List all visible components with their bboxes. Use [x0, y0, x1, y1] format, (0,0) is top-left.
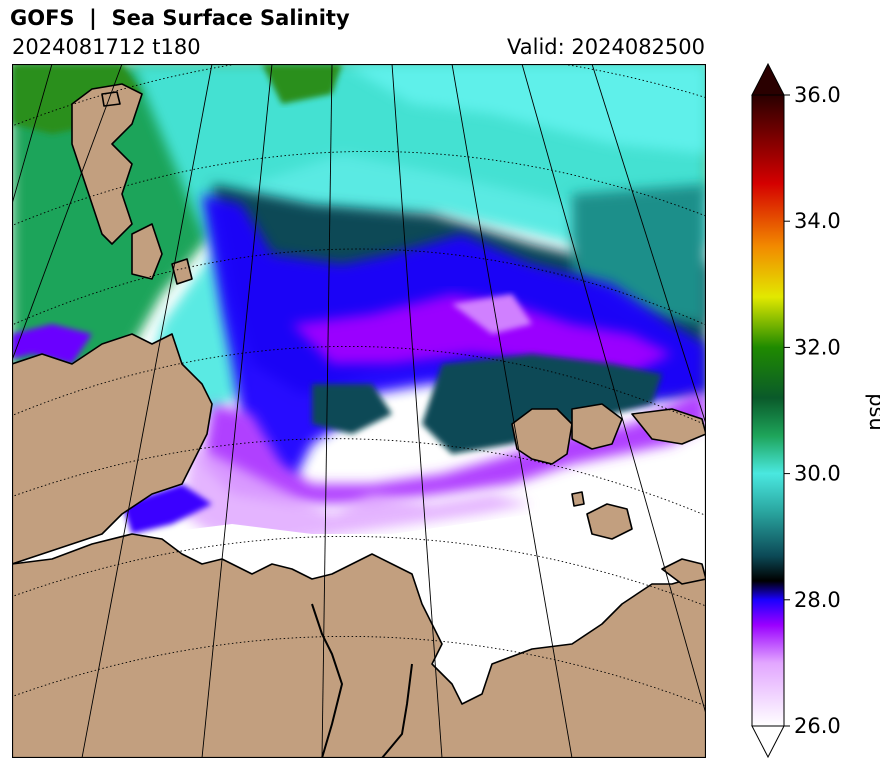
valid-timestamp: Valid: 2024082500: [507, 35, 705, 59]
salinity-zone-lightpurple-coast: [182, 444, 532, 544]
colorbar-tick-label: 34.0: [794, 209, 841, 233]
salinity-zone-darkteal-inner-2: [312, 384, 392, 434]
land-mainland-west: [12, 333, 213, 565]
land-island-far-right: [661, 558, 706, 585]
land: [12, 83, 706, 758]
colorbar-gradient: [751, 94, 785, 727]
meridian-line: [321, 64, 333, 758]
meridian-line: [201, 64, 273, 758]
meridian-line: [451, 64, 573, 758]
colorbar-tick-label: 30.0: [794, 462, 841, 486]
map-frame: [12, 64, 706, 758]
latitude-line: [12, 346, 706, 426]
salinity-zone-blue-left: [12, 324, 92, 364]
salinity-zone-darkgreen-2: [262, 64, 342, 104]
river-yenisei: [381, 663, 413, 758]
land-svalbard-east: [131, 223, 163, 280]
meridian-line: [391, 64, 443, 758]
colorbar-tick-label: 28.0: [794, 588, 841, 612]
graticule: [12, 64, 706, 707]
land-severnaya-zemlya-3: [631, 408, 706, 445]
meridian-line: [521, 64, 706, 715]
colorbar-tick-label: 26.0: [794, 714, 841, 738]
river-ob: [311, 603, 344, 758]
land-svalbard-north: [101, 91, 121, 107]
colorbar-tick-label: 32.0: [794, 335, 841, 359]
latitude-line: [12, 151, 706, 227]
colorbar-label: psu: [865, 393, 880, 431]
meridian-line: [12, 64, 123, 362]
colorbar: 26.0 28.0 30.0 32.0 34.0 36.0 psu: [751, 62, 880, 759]
salinity-map: [12, 64, 706, 758]
colorbar-extend-min: [751, 725, 785, 759]
land-severnaya-zemlya-2: [571, 403, 623, 450]
land-severnaya-zemlya: [511, 408, 573, 465]
meridian-line: [81, 64, 213, 758]
colorbar-ticks: 26.0 28.0 30.0 32.0 34.0 36.0: [784, 83, 841, 738]
land-island-small: [571, 491, 585, 507]
salinity-zone-cyan-top: [342, 64, 706, 154]
rivers: [311, 603, 413, 758]
meridian-line: [591, 64, 706, 425]
land-island-right: [586, 503, 633, 540]
land-mainland-russia: [12, 533, 706, 758]
salinity-zone-cyan: [132, 64, 706, 424]
graticule-meridians: [12, 64, 706, 758]
land-novaya-zemlya: [171, 258, 193, 285]
latitude-line: [12, 248, 706, 326]
run-timestamp: 2024081712 t180: [12, 35, 201, 59]
meridian-line: [12, 64, 53, 205]
salinity-zone-purple-core: [292, 294, 672, 374]
colorbar-tick-label: 36.0: [794, 83, 841, 107]
salinity-zone-lightpurple: [452, 294, 532, 334]
plot-title: GOFS | Sea Surface Salinity: [10, 6, 350, 30]
salinity-zone-darkteal-inner: [422, 354, 662, 454]
colorbar-extend-max: [751, 62, 785, 96]
